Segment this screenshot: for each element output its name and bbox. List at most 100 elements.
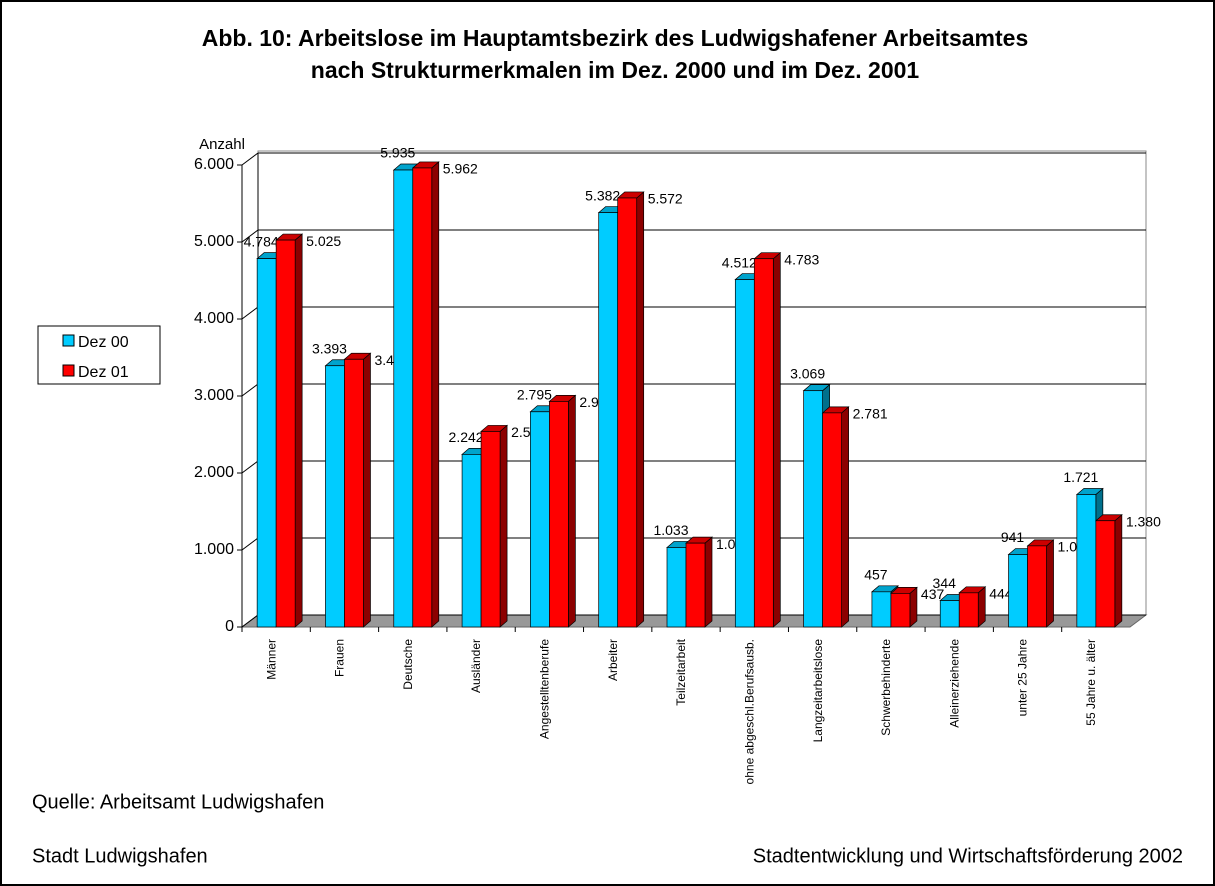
chart-title: Abb. 10: Arbeitslose im Hauptamtsbezirk … — [202, 25, 1029, 51]
data-label: 1.033 — [653, 522, 688, 538]
bar-side — [499, 424, 508, 628]
data-label: 5.935 — [380, 145, 415, 161]
bar-side — [1046, 539, 1054, 628]
bar-front — [958, 592, 979, 628]
bar-front — [549, 401, 569, 628]
bar-front — [480, 431, 501, 628]
bar — [616, 191, 645, 628]
bar-front — [412, 167, 433, 628]
x-tick-label: Teilzeitarbeit — [674, 638, 688, 705]
legend-swatch — [62, 334, 75, 347]
bar-front — [393, 169, 414, 628]
grid-depth — [241, 152, 259, 166]
bar — [821, 406, 850, 628]
bar — [958, 586, 987, 628]
data-label: 1.721 — [1063, 469, 1098, 485]
bar-side — [431, 161, 440, 628]
bar — [753, 251, 782, 628]
bar-front — [890, 593, 911, 628]
bar-front — [325, 365, 345, 628]
bar-side — [363, 352, 371, 628]
data-label: 2.781 — [853, 406, 888, 422]
data-label: 1.380 — [1126, 513, 1161, 529]
bar — [411, 161, 440, 628]
bar-side — [977, 586, 986, 628]
bar-side — [909, 586, 918, 628]
y-axis-label: Anzahl — [199, 136, 245, 153]
legend-box — [37, 325, 161, 385]
data-label: 4.784 — [244, 233, 279, 249]
bar-side — [568, 394, 576, 628]
bar-front — [666, 547, 687, 628]
y-tick-label: 0 — [225, 618, 234, 635]
data-label: 4.783 — [784, 251, 819, 267]
x-tick-label: unter 25 Jahre — [1016, 639, 1030, 717]
data-label: 457 — [864, 567, 888, 583]
y-tick-label: 3.000 — [194, 387, 234, 404]
grid-depth — [241, 537, 259, 551]
bar-side — [1114, 513, 1123, 628]
bar — [275, 233, 304, 628]
data-label: 4.512 — [722, 254, 757, 270]
bar — [548, 394, 577, 628]
y-tick-label: 6.000 — [194, 156, 234, 173]
data-label: 2.795 — [517, 386, 552, 402]
y-tick-label: 2.000 — [194, 464, 234, 481]
bar-side — [704, 536, 713, 628]
bar — [343, 352, 372, 628]
x-tick-label: ohne abgeschl.Berufsausb. — [742, 639, 756, 784]
data-label: 344 — [933, 575, 957, 591]
footer-left: Stadt Ludwigshafen — [32, 845, 208, 867]
bar — [889, 586, 918, 628]
data-label: 5.962 — [443, 161, 478, 177]
grid-depth — [241, 460, 259, 474]
bar-front — [1008, 554, 1028, 628]
data-label: 5.572 — [648, 191, 683, 207]
bar-front — [1076, 494, 1097, 628]
x-tick-label: Ausländer — [469, 639, 483, 693]
footer-right: Stadtentwicklung und Wirtschaftsförderun… — [753, 845, 1183, 867]
data-label: 444 — [989, 586, 1013, 602]
bar-front — [871, 591, 892, 628]
bar-side — [841, 406, 849, 628]
chart-subtitle: nach Strukturmerkmalen im Dez. 2000 und … — [311, 57, 920, 83]
grid-depth — [241, 306, 259, 320]
bar-front — [530, 411, 550, 628]
legend-swatch — [62, 364, 75, 377]
bar-side — [636, 191, 645, 628]
bar-front — [1095, 520, 1116, 628]
bar-front — [598, 212, 619, 628]
bar-front — [275, 239, 296, 628]
grid-depth — [241, 614, 259, 628]
data-label: 5.025 — [306, 233, 341, 249]
bar — [480, 424, 509, 628]
source: Quelle: Arbeitsamt Ludwigshafen — [32, 791, 324, 813]
y-tick-label: 1.000 — [194, 541, 234, 558]
bar — [1026, 539, 1055, 628]
bar-front — [461, 454, 482, 628]
data-label: 5.382 — [585, 187, 620, 203]
bar — [1094, 513, 1123, 628]
legend-label: Dez 00 — [78, 334, 129, 351]
legend-label: Dez 01 — [78, 364, 129, 381]
bar-front — [685, 542, 706, 628]
x-tick-label: Frauen — [333, 639, 347, 677]
bar — [685, 536, 713, 628]
data-label: 2.242 — [449, 429, 484, 445]
grid-depth — [241, 229, 259, 243]
x-tick-label: Deutsche — [401, 639, 415, 690]
bar-front — [753, 258, 774, 628]
bar-front — [939, 600, 960, 628]
bar-front — [734, 279, 755, 628]
y-tick-label: 5.000 — [194, 233, 234, 250]
bar-front — [803, 390, 823, 628]
x-tick-label: Arbeiter — [606, 639, 620, 681]
bar-front — [256, 258, 277, 628]
bar-side — [294, 233, 303, 628]
data-label: 3.069 — [790, 365, 825, 381]
x-tick-label: Alleinerziehende — [947, 639, 961, 728]
bar-front — [344, 358, 364, 628]
bar-front — [617, 197, 638, 628]
y-tick-label: 4.000 — [194, 310, 234, 327]
